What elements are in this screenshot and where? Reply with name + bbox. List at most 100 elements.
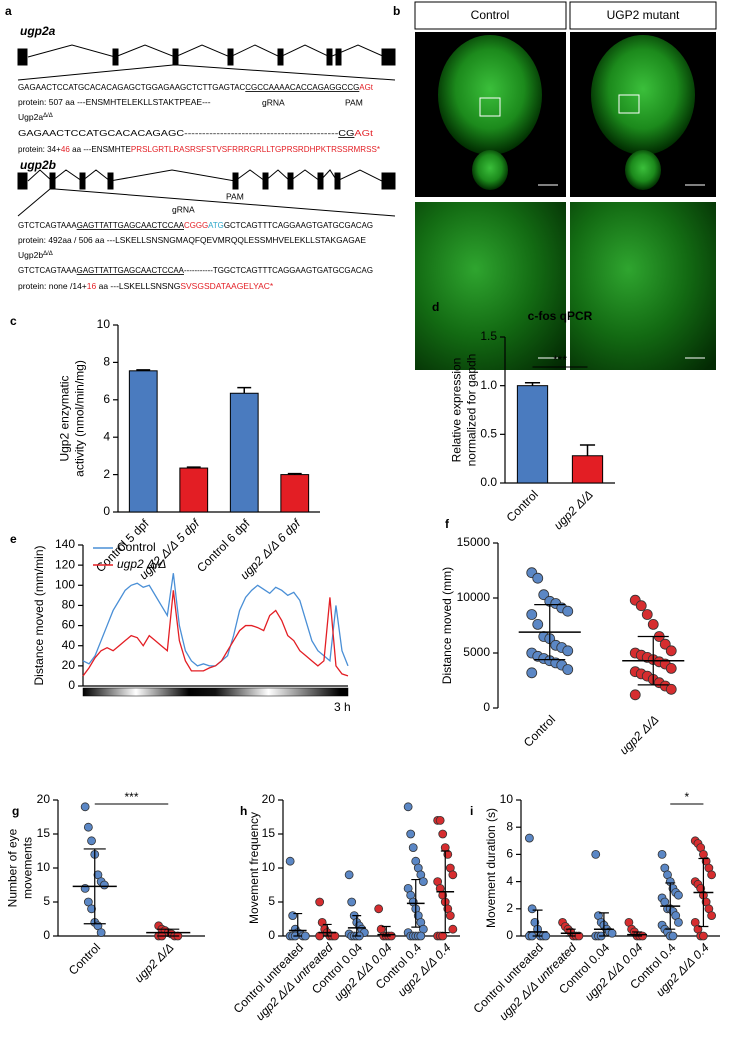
sd-bar — [322, 923, 332, 937]
image-header: Control — [471, 8, 510, 22]
x-tick-label: ugp2 Δ/Δ — [132, 940, 177, 985]
sequence-part: GTCTCAGTAAA — [18, 220, 77, 230]
significance-label: *** — [553, 353, 567, 367]
sequence-part: GAGTTATTGAGCAACTCCAA — [77, 265, 185, 275]
sequence-part: AGt — [359, 82, 373, 92]
sd-bar — [598, 912, 609, 937]
bar — [571, 455, 604, 484]
panel-label: f — [445, 517, 450, 531]
data-point — [562, 605, 574, 617]
sd-bar — [534, 604, 566, 661]
sequence-line: GTCTCAGTAAAGAGTTATTGAGCAACTCCAA---------… — [18, 265, 373, 275]
x-tick-label: ugp2 Δ/Δ — [617, 712, 662, 757]
x-tick-label: Control — [66, 940, 103, 977]
legend-label: ugp2 Δ/Δ — [117, 557, 166, 571]
data-point — [562, 645, 574, 657]
sd-bar — [352, 915, 362, 937]
y-tick-label: 4 — [506, 874, 513, 888]
data-point — [374, 904, 384, 914]
sd-bar — [381, 925, 391, 937]
y-tick-label: 0 — [43, 928, 50, 942]
sd-bar — [83, 848, 106, 925]
data-point — [418, 877, 428, 886]
chart-title: c-fos qPCR — [528, 309, 593, 323]
x-tick-label: Control — [521, 712, 558, 749]
data-point — [344, 870, 354, 880]
error-bar — [287, 472, 302, 475]
annotation: PAM — [345, 97, 363, 107]
y-tick-label: 0 — [68, 678, 75, 692]
y-tick-label: 40 — [62, 638, 76, 652]
y-tick-label: 10000 — [457, 590, 491, 604]
data-point — [665, 663, 677, 674]
y-tick-label: 0.0 — [480, 475, 497, 489]
data-point — [635, 600, 647, 612]
y-axis-label: normalized for gapdh — [465, 354, 479, 467]
sd-bar — [698, 857, 709, 928]
data-point — [532, 619, 544, 630]
image-header: UGP2 mutant — [607, 8, 680, 22]
y-axis-label: Distance moved (mm/min) — [32, 545, 46, 685]
sequence-line: GAGAACTCCATGCACACAGAGC------------------… — [18, 128, 374, 138]
data-point — [524, 833, 534, 843]
panel-label: g — [12, 804, 19, 818]
sequence-part: -----------TGGCTCAGTTTCAGGAAGTGATGCGACAG — [184, 265, 373, 275]
panel-label: c — [10, 314, 17, 328]
y-axis-label: Movement frequency — [247, 812, 261, 924]
error-bar — [524, 381, 541, 386]
panel-label: d — [432, 300, 439, 314]
gene-name: ugp2a — [20, 24, 56, 38]
y-axis-label: activity (nmol/min/mg) — [73, 360, 87, 477]
data-point — [408, 843, 418, 852]
sd-bar — [665, 882, 676, 930]
sequence-line: GAGAACTCCATGCACACAGAGCTGGAGAAGCTCTTGAGTA… — [18, 82, 374, 92]
sd-bar — [532, 909, 543, 937]
y-tick-label: 20 — [37, 792, 51, 806]
data-point — [435, 816, 445, 825]
sequence-part: protein: 492aa / 506 aa ---LSKELLSNSNGMA… — [18, 235, 366, 245]
y-tick-label: 5000 — [463, 645, 490, 659]
sequence-line: protein: 507 aa ---ENSMHTELEKLLSTAKTPEAE… — [18, 97, 211, 107]
y-tick-label: 8 — [506, 819, 513, 833]
y-tick-label: 8 — [103, 355, 110, 369]
y-tick-label: 15 — [262, 826, 276, 840]
y-tick-label: 5 — [268, 894, 275, 908]
sequence-part: GCTCAGTTTCAGGAAGTGATGCGACAG — [224, 220, 373, 230]
y-axis-label: Relative expression — [450, 358, 464, 463]
bar — [280, 474, 310, 513]
bar — [179, 467, 209, 513]
data-point — [288, 911, 298, 920]
panel-label: b — [393, 4, 400, 18]
data-point — [674, 890, 683, 900]
data-point — [403, 802, 413, 812]
sequence-part: ATG — [208, 220, 224, 230]
data-point — [285, 856, 295, 866]
line — [82, 573, 349, 667]
y-tick-label: 6 — [103, 392, 110, 406]
data-point — [438, 931, 448, 941]
significance-label: * — [684, 790, 689, 804]
data-point — [668, 931, 678, 941]
data-point — [80, 884, 90, 893]
y-tick-label: 10 — [262, 860, 276, 874]
data-point — [665, 683, 677, 695]
data-point — [657, 850, 667, 859]
data-point — [699, 931, 708, 941]
data-point — [99, 880, 109, 890]
error-bar — [237, 386, 252, 394]
sequence-part: CGCCAAAACACCAGAGGCCG — [245, 82, 359, 92]
sequence-part: protein: 34+ — [18, 144, 61, 154]
sd-bar — [293, 912, 303, 937]
y-axis-label: Ugp2 enzymatic — [58, 375, 72, 461]
sequence-part: CG — [338, 128, 354, 138]
y-tick-label: 0 — [483, 700, 490, 714]
sequence-part: Δ/Δ — [43, 113, 53, 119]
panel-label: h — [240, 804, 247, 818]
y-tick-label: 6 — [506, 847, 513, 861]
y-tick-label: 5 — [43, 894, 50, 908]
y-tick-label: 10 — [500, 792, 514, 806]
sequence-part: Ugp2b — [18, 250, 43, 260]
data-point — [541, 931, 551, 941]
light-dark-bar — [82, 687, 349, 697]
